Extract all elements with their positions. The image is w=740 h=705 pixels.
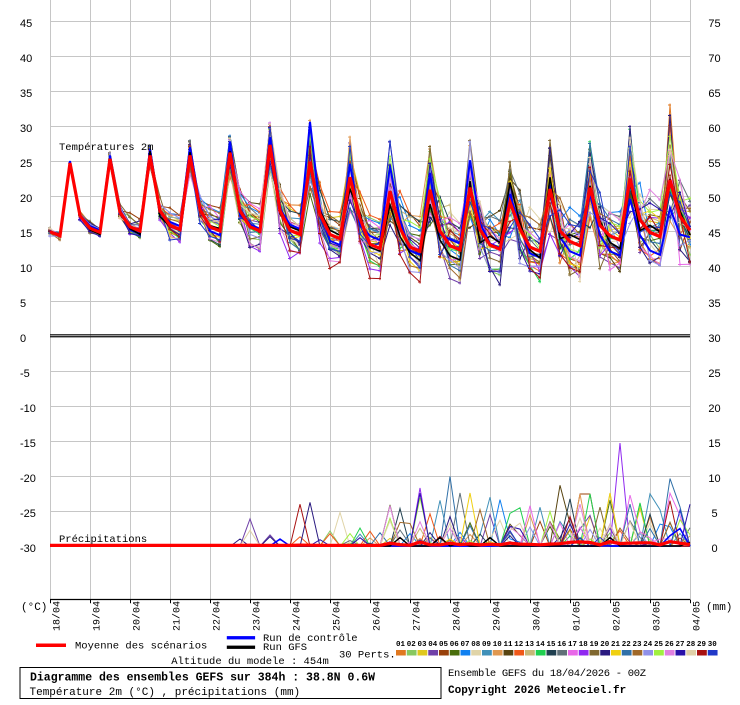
svg-text:02: 02	[407, 641, 417, 649]
svg-text:45: 45	[708, 228, 720, 240]
svg-text:25: 25	[20, 158, 32, 170]
svg-text:35: 35	[708, 298, 720, 310]
svg-text:22: 22	[622, 641, 632, 649]
svg-text:65: 65	[708, 88, 720, 100]
svg-text:19/04: 19/04	[92, 601, 104, 631]
svg-text:Run de contrôle: Run de contrôle	[263, 633, 358, 645]
svg-text:(mm): (mm)	[706, 602, 732, 614]
svg-text:04/05: 04/05	[692, 601, 704, 631]
svg-text:30: 30	[708, 641, 718, 649]
svg-text:24/04: 24/04	[292, 601, 304, 631]
svg-text:29/04: 29/04	[492, 601, 504, 631]
svg-text:20: 20	[708, 403, 720, 415]
svg-text:60: 60	[708, 123, 720, 135]
svg-text:30: 30	[20, 123, 32, 135]
svg-text:Diagramme des ensembles GEFS s: Diagramme des ensembles GEFS sur 384h : …	[30, 672, 375, 685]
svg-text:15: 15	[708, 438, 720, 450]
svg-text:25: 25	[654, 641, 664, 649]
svg-text:09: 09	[482, 641, 492, 649]
svg-text:26/04: 26/04	[372, 601, 384, 631]
svg-text:29: 29	[697, 641, 707, 649]
svg-text:27/04: 27/04	[412, 601, 424, 631]
svg-text:25: 25	[708, 368, 720, 380]
svg-text:04: 04	[428, 641, 438, 649]
svg-text:Altitude du modele : 454m: Altitude du modele : 454m	[171, 656, 329, 668]
svg-text:03/05: 03/05	[652, 601, 664, 631]
svg-text:27: 27	[676, 641, 685, 649]
svg-text:18: 18	[579, 641, 589, 649]
svg-text:30/04: 30/04	[532, 601, 544, 631]
svg-text:-5: -5	[20, 368, 30, 380]
svg-text:23/04: 23/04	[252, 601, 264, 631]
svg-text:22/04: 22/04	[212, 601, 224, 631]
svg-text:19: 19	[590, 641, 600, 649]
svg-text:5: 5	[711, 508, 717, 520]
svg-text:20: 20	[600, 641, 610, 649]
svg-text:13: 13	[525, 641, 535, 649]
svg-text:5: 5	[20, 298, 26, 310]
svg-text:10: 10	[20, 263, 32, 275]
svg-text:18/04: 18/04	[52, 601, 64, 631]
svg-text:15: 15	[547, 641, 557, 649]
svg-text:Températures 2m: Températures 2m	[59, 142, 154, 154]
svg-text:-10: -10	[20, 403, 36, 415]
svg-text:23: 23	[633, 641, 643, 649]
svg-text:10: 10	[708, 473, 720, 485]
svg-text:05: 05	[439, 641, 449, 649]
svg-text:70: 70	[708, 53, 720, 65]
svg-text:03: 03	[418, 641, 428, 649]
svg-text:Précipitations: Précipitations	[59, 534, 147, 546]
svg-text:Run GFS: Run GFS	[263, 642, 307, 654]
svg-text:25/04: 25/04	[332, 601, 344, 631]
svg-text:15: 15	[20, 228, 32, 240]
svg-text:0: 0	[20, 333, 26, 345]
svg-text:06: 06	[450, 641, 460, 649]
svg-text:21: 21	[611, 641, 621, 649]
svg-text:02/05: 02/05	[612, 601, 624, 631]
svg-text:20: 20	[20, 193, 32, 205]
svg-text:10: 10	[493, 641, 503, 649]
svg-text:30 Perts.: 30 Perts.	[339, 650, 396, 662]
svg-text:Température 2m (°C) , précipit: Température 2m (°C) , précipitations (mm…	[30, 687, 301, 699]
svg-text:21/04: 21/04	[172, 601, 184, 631]
svg-text:11: 11	[504, 641, 514, 649]
svg-text:Copyright 2026 Meteociel.fr: Copyright 2026 Meteociel.fr	[448, 685, 626, 697]
svg-text:-25: -25	[20, 508, 36, 520]
svg-text:35: 35	[20, 88, 32, 100]
svg-text:28: 28	[686, 641, 696, 649]
svg-text:55: 55	[708, 158, 720, 170]
svg-text:07: 07	[461, 641, 470, 649]
svg-text:08: 08	[471, 641, 481, 649]
svg-text:-20: -20	[20, 473, 36, 485]
svg-text:01/05: 01/05	[572, 601, 584, 631]
svg-text:50: 50	[708, 193, 720, 205]
svg-text:45: 45	[20, 18, 32, 30]
svg-text:12: 12	[514, 641, 524, 649]
svg-text:0: 0	[711, 543, 717, 555]
svg-text:14: 14	[536, 641, 546, 649]
svg-text:-15: -15	[20, 438, 36, 450]
svg-text:20/04: 20/04	[132, 601, 144, 631]
svg-text:Ensemble GEFS du 18/04/2026 -: Ensemble GEFS du 18/04/2026 - 00Z	[448, 668, 646, 680]
svg-text:16: 16	[557, 641, 567, 649]
svg-text:40: 40	[20, 53, 32, 65]
svg-text:40: 40	[708, 263, 720, 275]
svg-text:24: 24	[643, 641, 653, 649]
svg-text:30: 30	[708, 333, 720, 345]
svg-text:(°C): (°C)	[21, 602, 47, 614]
svg-text:01: 01	[396, 641, 406, 649]
svg-text:17: 17	[568, 641, 577, 649]
svg-text:-30: -30	[20, 543, 36, 555]
svg-text:26: 26	[665, 641, 675, 649]
svg-text:75: 75	[708, 18, 720, 30]
svg-text:Moyenne des scénarios: Moyenne des scénarios	[75, 640, 207, 652]
svg-text:28/04: 28/04	[452, 601, 464, 631]
